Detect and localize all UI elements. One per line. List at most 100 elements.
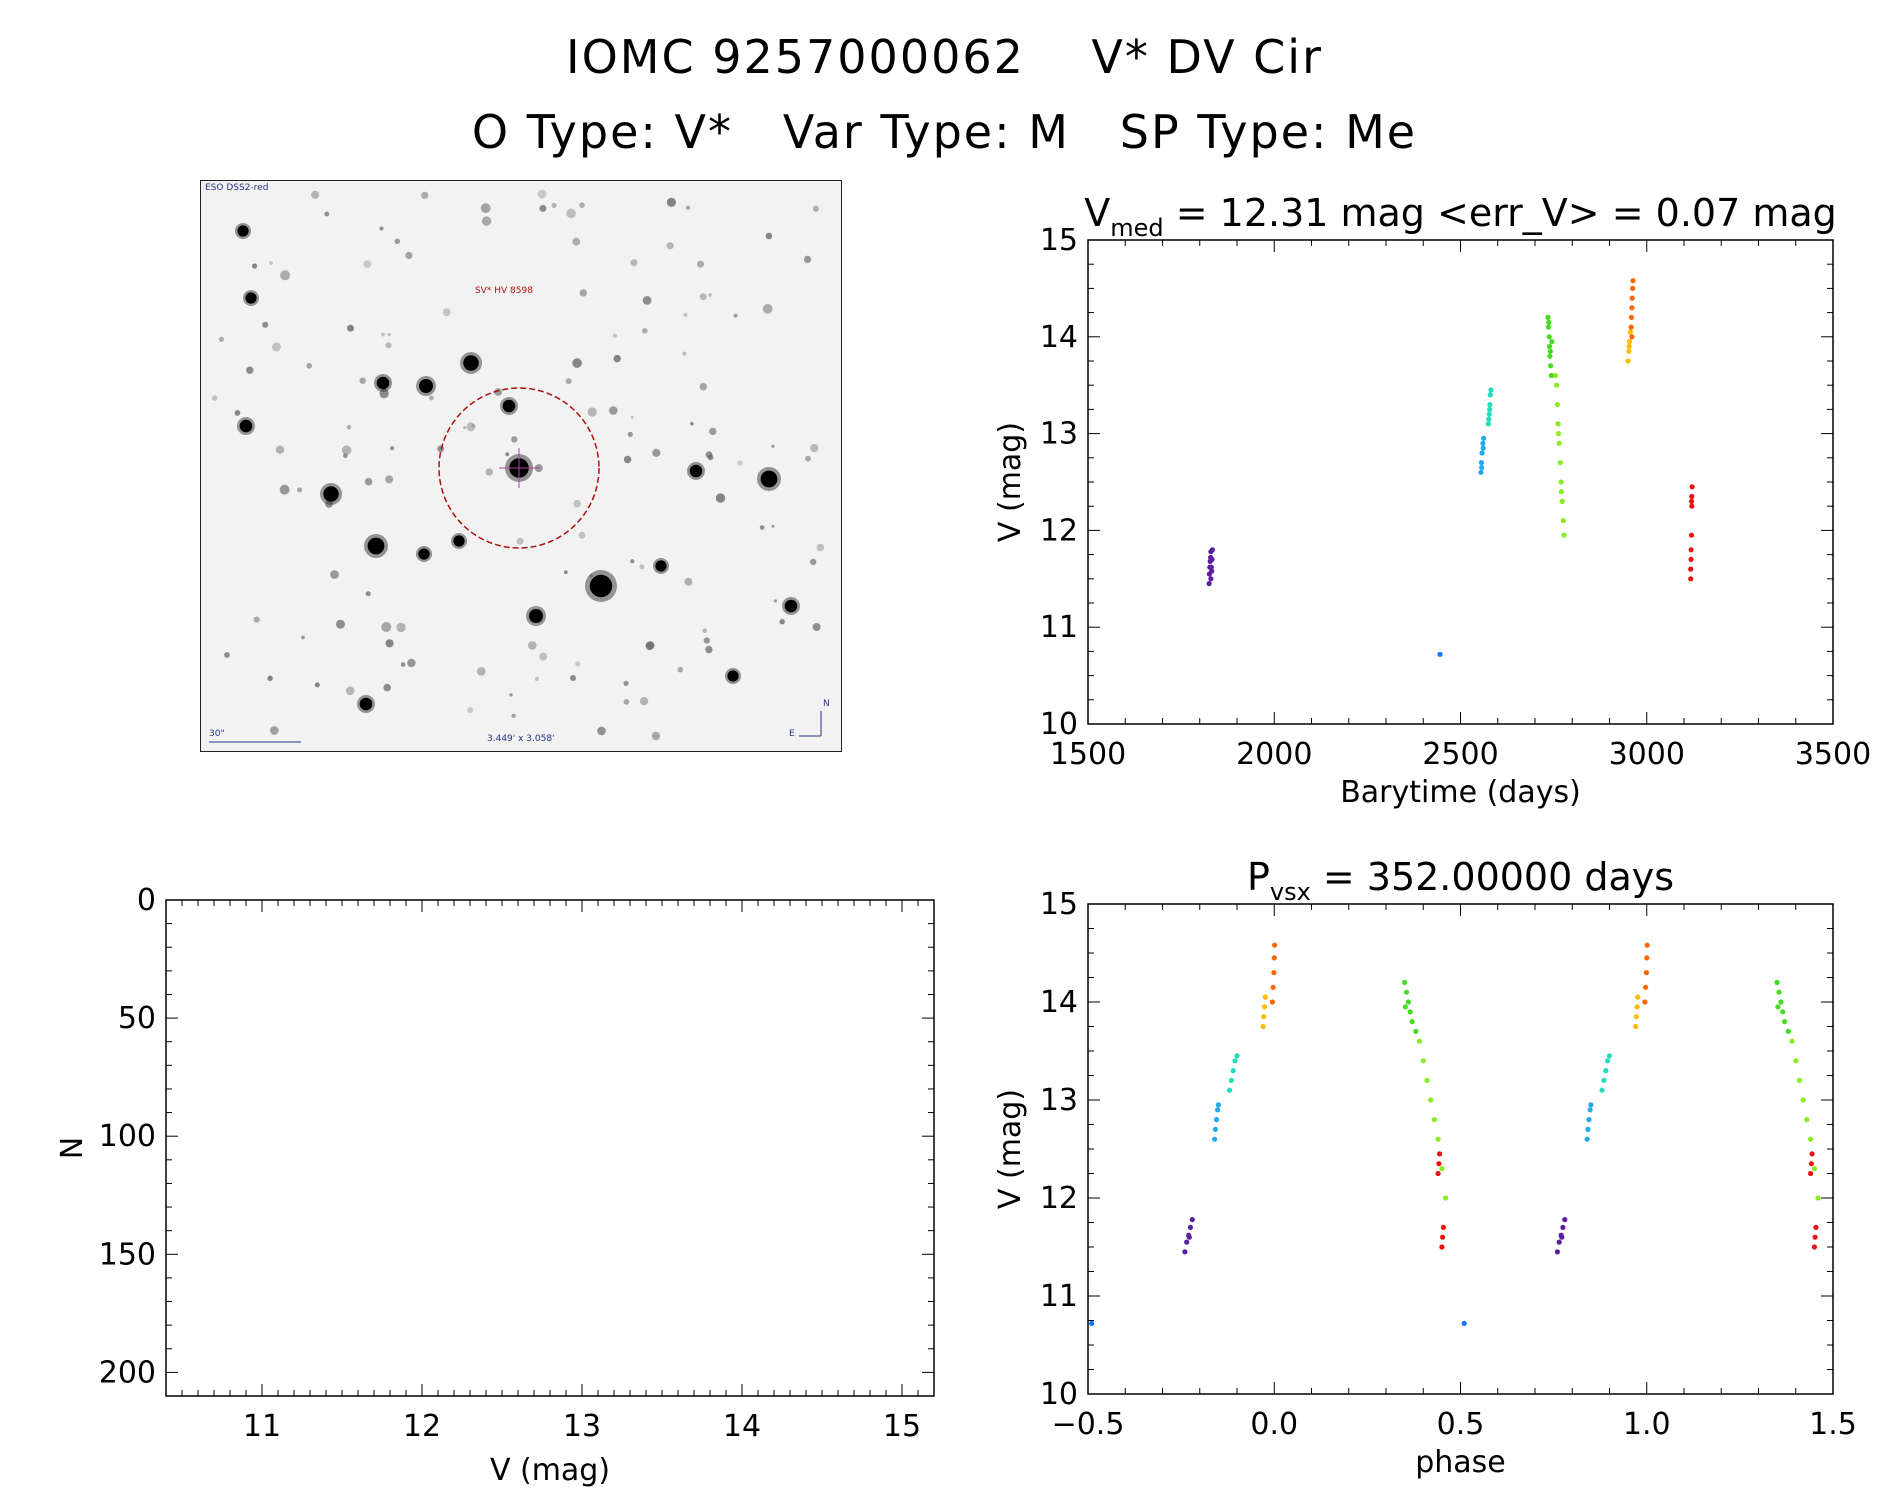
data-point <box>1186 1234 1192 1240</box>
data-point <box>1558 489 1564 495</box>
data-point <box>1189 1217 1195 1223</box>
field-star <box>805 455 811 462</box>
field-star <box>639 564 645 570</box>
field-star <box>262 321 269 328</box>
field-star <box>419 379 433 393</box>
data-point <box>1635 994 1641 1000</box>
field-star <box>597 726 606 736</box>
field-star <box>812 623 821 631</box>
field-star <box>655 560 667 572</box>
data-point <box>1625 358 1631 364</box>
data-point <box>1209 547 1215 553</box>
data-point <box>1228 1077 1234 1083</box>
field-star <box>534 676 540 682</box>
data-point <box>1562 1217 1568 1223</box>
y-tick-label: 12 <box>1040 513 1078 548</box>
y-tick-label: 15 <box>1040 223 1078 258</box>
y-tick-label: 13 <box>1040 1083 1078 1118</box>
y-tick-label: 50 <box>118 1001 156 1036</box>
field-star <box>666 197 676 207</box>
field-star <box>527 641 537 650</box>
field-star <box>699 293 707 301</box>
field-star <box>485 468 494 476</box>
data-point <box>1089 1320 1095 1326</box>
y-tick-label: 100 <box>99 1119 156 1154</box>
field-star <box>279 484 290 495</box>
data-point <box>1688 566 1694 572</box>
chart-title-types: O Type: V* Var Type: M SP Type: Me <box>471 105 1418 159</box>
data-point <box>1431 1117 1437 1123</box>
field-star <box>642 296 652 305</box>
field-star <box>613 354 621 363</box>
field-star <box>463 355 479 371</box>
field-star <box>476 667 486 676</box>
data-point <box>1559 498 1565 504</box>
data-point <box>1487 402 1493 408</box>
data-point <box>1260 1023 1266 1030</box>
field-star <box>396 622 406 633</box>
data-point <box>1546 334 1552 340</box>
y-tick-label: 13 <box>1040 417 1078 452</box>
data-point <box>1642 999 1648 1005</box>
data-point <box>1588 1102 1594 1108</box>
data-point <box>1479 464 1485 471</box>
field-star <box>537 189 547 199</box>
field-star <box>218 336 224 342</box>
field-star <box>387 332 391 337</box>
field-star <box>683 313 688 317</box>
field-star <box>572 358 582 368</box>
field-star <box>702 628 707 633</box>
data-point <box>1234 1053 1240 1059</box>
data-point <box>1439 1244 1445 1250</box>
field-star <box>359 377 366 384</box>
field-star <box>385 639 394 648</box>
survey-label: ESO DSS2-red <box>205 183 269 193</box>
y-tick-label: 14 <box>1040 320 1078 355</box>
field-star <box>463 426 467 430</box>
data-point <box>1804 1117 1810 1123</box>
data-point <box>1545 314 1551 320</box>
data-point <box>1548 363 1554 369</box>
field-star <box>363 260 371 268</box>
field-star <box>573 499 581 508</box>
data-point <box>1547 353 1553 359</box>
data-point <box>1547 348 1553 354</box>
field-star <box>589 574 613 598</box>
data-point <box>1560 518 1566 524</box>
field-star <box>708 293 712 297</box>
data-point <box>1558 479 1564 485</box>
data-point <box>1688 556 1694 562</box>
data-point <box>1402 979 1408 985</box>
data-point <box>1796 1077 1803 1083</box>
data-point <box>1643 970 1649 976</box>
data-point <box>1556 440 1562 446</box>
data-point <box>1554 382 1560 388</box>
field-star <box>733 313 738 318</box>
field-star <box>394 238 401 245</box>
data-point <box>1437 1151 1443 1157</box>
field-star <box>642 328 648 334</box>
field-star <box>516 537 524 545</box>
data-point <box>1428 1097 1434 1103</box>
field-star <box>234 410 241 416</box>
field-star <box>211 395 218 401</box>
data-point <box>1435 1136 1441 1142</box>
field-star <box>407 658 416 668</box>
field-star <box>301 635 305 640</box>
data-point <box>1634 1004 1640 1010</box>
data-point <box>1212 1136 1218 1142</box>
x-tick-label: 1.5 <box>1809 1407 1857 1442</box>
data-point <box>1206 581 1212 587</box>
data-point <box>1261 1014 1267 1020</box>
data-point <box>1435 1170 1441 1177</box>
field-star <box>297 487 303 493</box>
data-point <box>1688 576 1694 582</box>
data-point <box>1232 1058 1238 1064</box>
field-star <box>784 599 798 613</box>
data-point <box>1629 334 1635 340</box>
field-star <box>359 697 373 711</box>
data-point <box>1546 319 1552 325</box>
field-star <box>773 599 778 603</box>
x-tick-label: 12 <box>403 1409 441 1444</box>
x-tick-label: 3500 <box>1795 737 1871 772</box>
